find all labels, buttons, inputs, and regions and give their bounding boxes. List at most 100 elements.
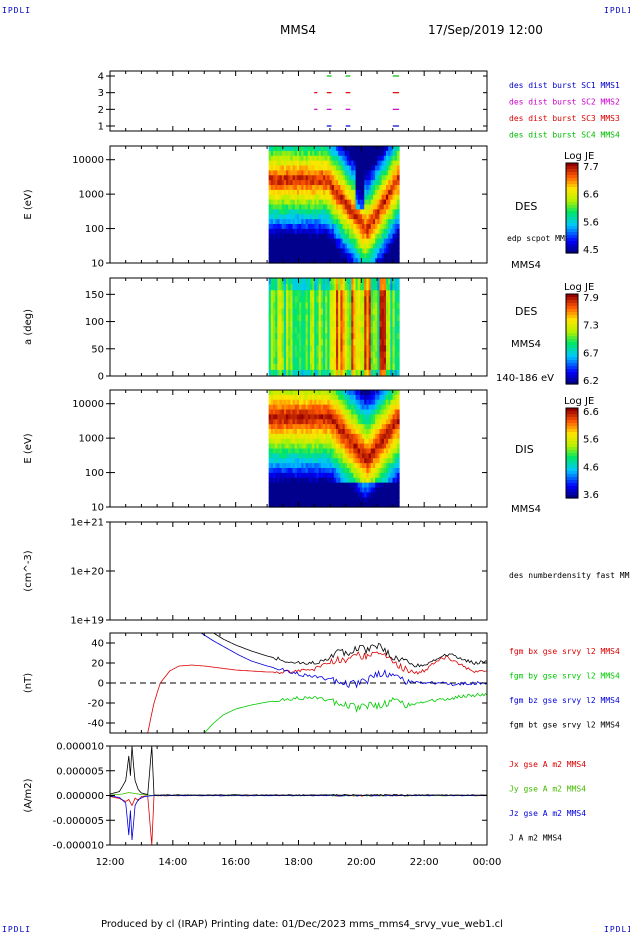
spectrogram-cell	[325, 296, 328, 304]
spectrogram-cell	[394, 170, 398, 176]
spectrogram-cell	[388, 243, 391, 249]
spectrogram-cell	[368, 404, 372, 411]
spectrogram-cell	[294, 472, 298, 479]
spectrogram-cell	[362, 424, 365, 430]
spectrogram-cell	[299, 209, 302, 215]
spectrogram-cell	[331, 394, 335, 401]
spectrogram-cell	[286, 468, 289, 474]
spectrogram-cell	[370, 248, 374, 254]
spectrogram-cell	[322, 302, 326, 310]
spectrogram-cell	[383, 369, 387, 377]
spectrogram-cell	[342, 204, 346, 210]
spectrogram-cell	[299, 492, 302, 498]
spectrogram-cell	[288, 165, 291, 171]
spectrogram-cell	[366, 320, 370, 328]
spectrogram-cell	[286, 453, 289, 459]
spectrogram-cell	[325, 214, 328, 220]
spectrogram-cell	[370, 296, 374, 304]
spectrogram-cell	[333, 482, 337, 489]
spectrogram-cell	[299, 333, 302, 340]
spectrogram-cell	[340, 424, 344, 430]
spectrogram-cell	[385, 453, 389, 459]
spectrogram-cell	[381, 404, 385, 411]
spectrogram-cell	[292, 180, 296, 186]
spectrogram-cell	[375, 458, 378, 464]
spectrogram-cell	[292, 146, 296, 152]
spectrogram-cell	[327, 414, 331, 420]
spectrogram-cell	[340, 248, 344, 254]
spectrogram-cell	[342, 477, 346, 484]
spectrogram-cell	[364, 327, 368, 334]
spectrogram-cell	[309, 429, 313, 435]
spectrogram-cell	[349, 165, 352, 171]
spectrogram-cell	[325, 404, 328, 411]
spectrogram-cell	[312, 258, 315, 264]
spectrogram-cell	[318, 243, 322, 249]
spectrogram-cell	[275, 433, 278, 440]
spectrogram-cell	[381, 394, 385, 401]
spectrogram-cell	[366, 458, 370, 464]
spectrogram-cell	[383, 146, 387, 152]
spectrogram-cell	[349, 320, 352, 328]
spectrogram-cell	[288, 404, 291, 411]
spectrogram-cell	[396, 399, 400, 406]
spectrogram-cell	[270, 314, 274, 322]
spectrogram-cell	[320, 357, 324, 365]
spectrogram-cell	[355, 308, 359, 316]
coverage-legend-entry: des dist burst SC2 MMS2	[509, 98, 620, 107]
spectrogram-cell	[372, 409, 376, 415]
spectrogram-cell	[296, 194, 300, 201]
spectrogram-cell	[296, 409, 300, 415]
spectrogram-cell	[383, 438, 387, 445]
spectrogram-cell	[325, 290, 328, 297]
spectrogram-cell	[281, 424, 285, 430]
spectrogram-cell	[383, 238, 387, 245]
spectrogram-cell	[305, 248, 309, 254]
spectrogram-cell	[312, 204, 315, 210]
spectrogram-cell	[338, 238, 341, 245]
spectrogram-cell	[338, 424, 341, 430]
spectrogram-cell	[270, 394, 274, 401]
spectrogram-cell	[301, 228, 305, 235]
spectrogram-cell	[307, 419, 311, 425]
spectrogram-cell	[273, 419, 276, 425]
spectrogram-cell	[286, 333, 289, 340]
spectrogram-cell	[301, 233, 305, 240]
spectrogram-cell	[372, 296, 376, 304]
spectrogram-cell	[388, 357, 391, 365]
spectrogram-cell	[377, 209, 381, 215]
colorbar-segment	[566, 312, 578, 316]
spectrogram-cell	[277, 150, 281, 157]
spectrogram-cell	[318, 175, 322, 181]
spectrogram-cell	[307, 345, 311, 353]
spectrogram-cell	[390, 453, 394, 459]
spectrogram-cell	[307, 224, 311, 230]
spectrogram-cell	[275, 243, 278, 249]
spectrogram-cell	[270, 180, 274, 186]
spectrogram-cell	[325, 497, 328, 503]
spectrogram-cell	[318, 429, 322, 435]
spectrogram-cell	[396, 463, 400, 469]
spectrogram-cell	[377, 345, 381, 353]
spectrogram-cell	[355, 284, 359, 291]
spectrogram-cell	[305, 224, 309, 230]
spectrogram-cell	[327, 433, 331, 440]
spectrogram-cell	[366, 477, 370, 484]
spectrogram-cell	[283, 214, 287, 220]
spectrogram-cell	[379, 150, 383, 157]
footer-corner-left: IPDLI	[2, 925, 32, 934]
spectrogram-cell	[390, 345, 394, 353]
spectrogram-cell	[372, 175, 376, 181]
spectrogram-cell	[322, 424, 326, 430]
spectrogram-cell	[375, 199, 378, 206]
spectrogram-cell	[314, 472, 318, 479]
spectrogram-cell	[299, 284, 302, 291]
spectrogram-cell	[394, 472, 398, 479]
spectrogram-cell	[396, 204, 400, 210]
colorbar-segment	[566, 318, 578, 322]
spectrogram-cell	[301, 502, 305, 508]
colorbar-segment	[566, 330, 578, 334]
spectrogram-cell	[329, 394, 333, 401]
spectrogram-cell	[333, 487, 337, 493]
spectrogram-cell	[281, 185, 285, 191]
